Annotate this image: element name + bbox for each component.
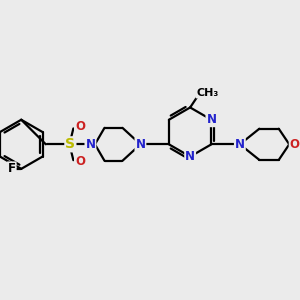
Text: N: N [85, 138, 95, 151]
Text: N: N [235, 138, 245, 151]
Text: N: N [185, 150, 195, 163]
Text: CH₃: CH₃ [196, 88, 219, 98]
Text: O: O [75, 155, 85, 168]
Text: O: O [75, 120, 85, 134]
Text: N: N [135, 138, 146, 151]
Text: O: O [290, 138, 300, 151]
Text: N: N [206, 113, 216, 126]
Text: F: F [8, 162, 16, 176]
Text: S: S [65, 137, 75, 151]
